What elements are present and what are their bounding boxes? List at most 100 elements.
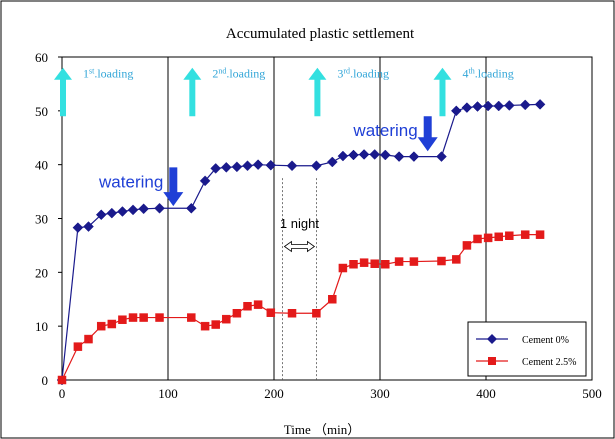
data-point: [394, 257, 404, 266]
legend-marker: [487, 334, 497, 344]
data-point: [452, 255, 461, 264]
legend-label: Cement 2.5%: [522, 357, 576, 368]
data-point: [473, 234, 482, 244]
legend-marker: [488, 357, 496, 365]
data-point: [337, 150, 349, 162]
data-point: [185, 202, 197, 214]
data-point: [106, 207, 118, 219]
legend-box: [467, 321, 587, 377]
y-tick-label: 40: [35, 158, 48, 173]
data-point: [437, 256, 446, 266]
night-label: 1 night: [280, 216, 319, 231]
data-point: [482, 100, 494, 112]
data-point: [370, 259, 379, 268]
data-point: [232, 308, 242, 318]
watering-arrow: [417, 116, 438, 152]
data-point: [379, 149, 391, 161]
data-point: [338, 263, 348, 273]
data-point: [231, 161, 243, 173]
y-tick-label: 30: [35, 212, 48, 227]
data-point: [472, 101, 483, 112]
data-point: [266, 308, 276, 317]
data-point: [200, 321, 210, 331]
loading-label: 3rd.loading: [337, 66, 389, 80]
loading-arrow: [183, 67, 202, 117]
x-axis-label: Time （min）: [284, 422, 360, 437]
data-point: [287, 308, 297, 318]
data-point: [117, 206, 128, 217]
loading-label: 1st.loading: [83, 66, 133, 80]
data-point: [128, 313, 138, 322]
data-point: [461, 102, 473, 113]
legend: Cement 0% Cement 2.5%: [467, 321, 587, 377]
loading-label: 2nd.loading: [212, 66, 265, 80]
loading-arrow: [54, 67, 72, 117]
loading-label: 4th.loading: [462, 66, 513, 80]
data-point: [84, 334, 93, 344]
data-point: [138, 203, 149, 215]
data-point: [311, 160, 322, 172]
watering-label: watering: [352, 121, 417, 140]
data-point: [286, 160, 298, 172]
data-point: [359, 258, 369, 267]
data-point: [349, 260, 358, 269]
y-tick-label: 0: [42, 373, 49, 388]
data-point: [57, 375, 67, 385]
data-point: [505, 231, 514, 240]
data-point: [154, 202, 165, 214]
data-point: [253, 300, 263, 309]
data-point: [409, 257, 419, 266]
data-point: [519, 99, 531, 111]
data-point: [450, 105, 462, 117]
watering-label: watering: [98, 172, 163, 191]
data-point: [494, 232, 503, 242]
data-point: [535, 230, 545, 239]
data-point: [503, 100, 515, 111]
y-tick-label: 10: [35, 319, 48, 334]
data-point: [483, 233, 493, 243]
data-point: [358, 149, 370, 160]
loading-arrow: [433, 67, 452, 117]
chart-title: Accumulated plastic settlement: [226, 26, 415, 42]
data-point: [95, 209, 107, 221]
y-tick-label: 20: [35, 265, 48, 280]
plot-area: 0 100 200 300 400 500 0 10 20 30 40 50 60 1 night 1st.…: [35, 50, 602, 401]
data-point: [462, 241, 472, 250]
x-tick-label: 300: [370, 386, 390, 401]
data-point: [534, 99, 546, 110]
legend-label: Cement 0%: [522, 335, 569, 346]
data-point: [408, 151, 420, 162]
data-point: [328, 295, 337, 304]
data-point: [187, 313, 196, 322]
x-tick-label: 500: [582, 386, 602, 401]
data-point: [139, 313, 148, 322]
data-point: [265, 159, 277, 171]
watering-arrow: [163, 167, 184, 207]
data-point: [220, 162, 232, 173]
data-point: [210, 163, 222, 174]
data-point: [127, 204, 139, 216]
loading-arrow: [308, 67, 327, 117]
data-point: [381, 260, 390, 269]
data-point: [73, 342, 83, 351]
data-point: [242, 160, 253, 172]
night-double-arrow: [283, 240, 316, 253]
data-point: [243, 301, 252, 311]
x-tick-label: 100: [158, 386, 178, 401]
data-point: [369, 149, 381, 160]
data-point: [199, 175, 211, 187]
x-tick-label: 0: [59, 386, 66, 401]
x-tick-label: 200: [264, 386, 284, 401]
data-point: [326, 156, 338, 168]
data-point: [211, 320, 220, 329]
data-point: [493, 100, 505, 112]
data-point: [96, 321, 106, 331]
data-point: [72, 222, 84, 234]
data-point: [252, 159, 264, 171]
data-point: [436, 151, 447, 162]
data-point: [107, 319, 117, 329]
data-point: [348, 149, 359, 161]
data-point: [222, 314, 231, 324]
